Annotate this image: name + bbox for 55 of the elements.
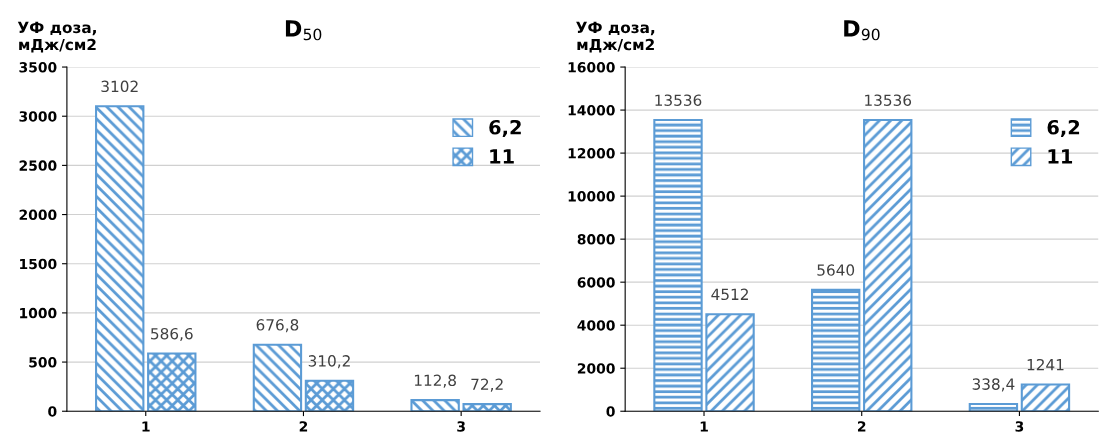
y-tick-label: 2500: [19, 160, 57, 171]
bar: [968, 402, 1019, 412]
data-label: 676,8: [256, 319, 299, 333]
data-label: 338,4: [972, 378, 1015, 392]
x-tick-label: 1: [142, 421, 150, 432]
data-label: 5640: [817, 264, 855, 276]
bar: [252, 343, 303, 412]
chart-title: D$_{50}$: [285, 20, 322, 41]
legend-label: 6,2: [489, 119, 521, 138]
legend-label: 11: [490, 149, 514, 164]
data-label: 13536: [865, 94, 912, 106]
x-tick-label: 3: [1015, 421, 1024, 432]
y-tick-label: 4000: [577, 320, 615, 331]
y-tick-label: 16000: [568, 62, 615, 73]
y-tick-label: 6000: [577, 277, 615, 288]
x-tick-label: 3: [457, 421, 465, 432]
y-tick-label: 0: [606, 406, 615, 417]
x-tick-label: 2: [857, 421, 866, 432]
data-label: 4512: [711, 288, 748, 301]
chart-title: D$_{90}$: [844, 20, 880, 41]
bar: [653, 119, 703, 412]
legend-label: 11: [1048, 149, 1073, 164]
y-axis-title: УФ доза, мДж/см2: [17, 21, 96, 53]
bar: [811, 288, 861, 412]
data-label: 310,2: [308, 355, 350, 369]
bar: [304, 379, 355, 412]
y-tick-label: 3500: [19, 62, 57, 73]
legend-label: 6,2: [1047, 119, 1080, 138]
y-tick-label: 10000: [568, 191, 615, 202]
y-tick-label: 2000: [19, 209, 57, 221]
y-tick-label: 1000: [20, 307, 57, 319]
data-label: 1241: [1027, 358, 1064, 371]
bar: [410, 399, 460, 412]
data-label: 586,6: [151, 327, 193, 342]
y-tick-label: 500: [29, 357, 57, 368]
bar: [95, 105, 145, 412]
y-tick-label: 14000: [568, 105, 615, 116]
bar: [1020, 383, 1071, 412]
data-label: 72,2: [471, 378, 503, 392]
data-label: 3102: [101, 80, 138, 93]
y-tick-label: 12000: [568, 148, 615, 159]
bar: [147, 352, 197, 412]
y-axis-title: УФ доза, мДж/см2: [576, 21, 655, 53]
y-tick-label: 3000: [19, 111, 57, 122]
x-tick-label: 2: [299, 421, 308, 432]
bar: [462, 403, 512, 412]
data-label: 112,8: [414, 374, 456, 388]
y-tick-label: 2000: [577, 363, 615, 374]
bar: [705, 313, 755, 412]
y-tick-label: 8000: [577, 234, 615, 245]
bar: [863, 119, 913, 412]
data-label: 13536: [655, 94, 702, 106]
x-tick-label: 1: [700, 421, 708, 432]
y-tick-label: 1500: [20, 258, 57, 270]
y-tick-label: 0: [48, 406, 57, 417]
